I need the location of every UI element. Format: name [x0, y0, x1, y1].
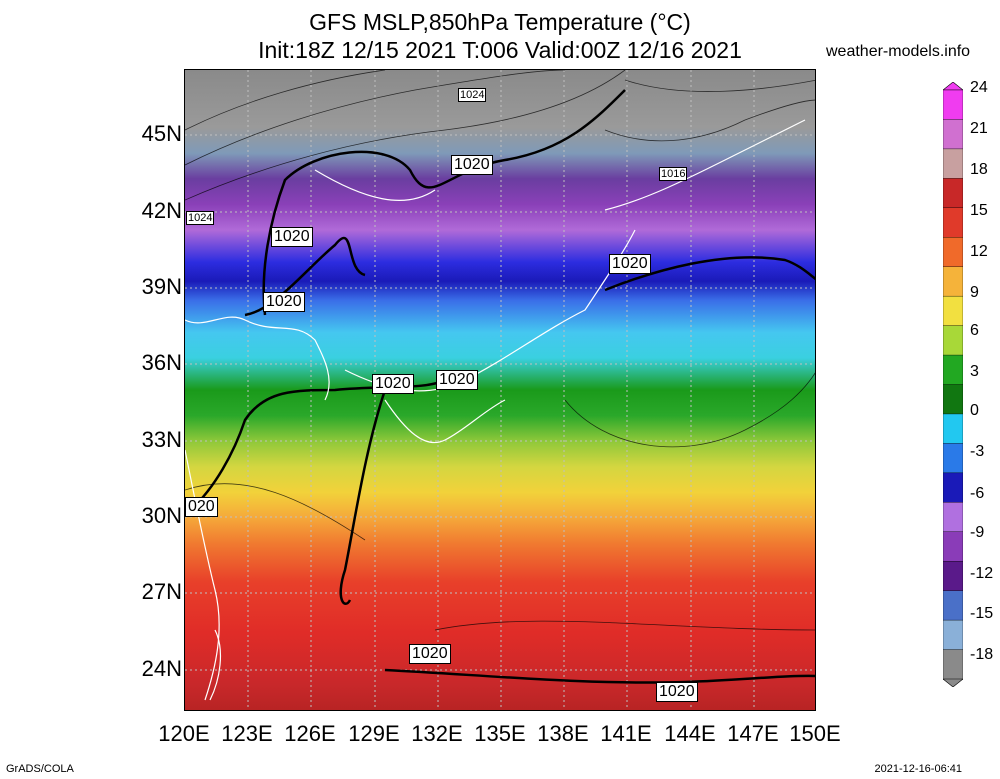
- isobar-label-1020-korea: 1020: [271, 227, 313, 247]
- colorbar-label: -18: [970, 646, 994, 663]
- lon-label: 147E: [727, 721, 779, 746]
- isobar-label-1020-yellowsea: 1020: [263, 292, 305, 312]
- colorbar-segment: [943, 443, 963, 474]
- coastline-hokkaido: [604, 119, 806, 211]
- map-panel: 1024 1020 1016 1024 1020 1020 1020 1020 …: [184, 69, 816, 711]
- colorbar-label: 18: [970, 161, 988, 178]
- lon-label: 126E: [284, 721, 336, 746]
- colorbar-label: 15: [970, 202, 988, 219]
- colorbar-segment: [943, 384, 963, 415]
- coastline-shikoku-kyushu: [384, 399, 506, 444]
- coastline-taiwan: [209, 629, 221, 701]
- isobar-label-1020-china-coast: 020: [185, 497, 218, 517]
- isobar-1020-south-west: [185, 378, 446, 516]
- colorbar-segment: [943, 502, 963, 533]
- colorbar-label: 12: [970, 243, 988, 260]
- colorbar-segment: [943, 266, 963, 297]
- colorbar-label: -3: [970, 443, 985, 460]
- isobar-label-1020-south: 1020: [409, 644, 451, 664]
- colorbar-top-arrow: [943, 82, 963, 91]
- colorbar-segment: [943, 649, 963, 680]
- colorbar-bottom-arrow: [943, 678, 963, 687]
- isobar-thin: [185, 70, 386, 131]
- colorbar-label: -15: [970, 605, 994, 622]
- colorbar-segment: [943, 325, 963, 356]
- colorbar-label: -9: [970, 524, 985, 541]
- colorbar-segment: [943, 472, 963, 504]
- lon-label: 144E: [664, 721, 716, 746]
- isobar-1020-trough: [339, 389, 387, 605]
- colorbar-segment: [943, 413, 963, 445]
- colorbar-label: -12: [970, 565, 994, 582]
- colorbar-segment: [943, 561, 963, 592]
- colorbar-label: 21: [970, 120, 988, 137]
- lat-label: 45N: [141, 121, 182, 146]
- isobar-thin: [604, 99, 815, 142]
- isobar-thin: [624, 79, 815, 92]
- colorbar-label: 9: [970, 284, 979, 301]
- lon-label: 141E: [600, 721, 652, 746]
- lat-label: 27N: [141, 579, 182, 604]
- colorbar-segment: [943, 178, 963, 209]
- isobar-label-1020-kyushu: 1020: [372, 374, 414, 394]
- isobar-label-1020-southeast: 1020: [656, 682, 698, 702]
- colorbar-label: 0: [970, 402, 979, 419]
- isobar-thin: [185, 70, 566, 166]
- coastline-primorye: [314, 169, 436, 201]
- lat-label: 30N: [141, 503, 182, 528]
- isobar-label-1024-west: 1024: [186, 211, 215, 225]
- lat-label: 39N: [141, 274, 182, 299]
- site-label: weather-models.info: [826, 43, 971, 60]
- coastline-korea: [185, 316, 330, 401]
- isobar-1020-north: [262, 89, 626, 316]
- footer-credit: GrADS/COLA: [6, 763, 74, 775]
- colorbar-segment: [943, 619, 963, 651]
- lon-label: 138E: [537, 721, 589, 746]
- lat-label: 33N: [141, 427, 182, 452]
- isobar-label-1024-north: 1024: [458, 88, 487, 102]
- coastline-honshu: [344, 229, 636, 392]
- colorbar-label: 3: [970, 363, 979, 380]
- chart-title-line1: GFS MSLP,850hPa Temperature (°C): [309, 9, 691, 35]
- lon-label: 150E: [789, 721, 841, 746]
- chart-title-line2: Init:18Z 12/15 2021 T:006 Valid:00Z 12/1…: [258, 37, 742, 63]
- colorbar: [943, 82, 963, 687]
- colorbar-segment: [943, 531, 963, 562]
- lon-label: 123E: [221, 721, 273, 746]
- lon-label: 120E: [158, 721, 210, 746]
- isobar-thin: [185, 483, 366, 541]
- lon-label: 132E: [411, 721, 463, 746]
- isobar-label-1020-north: 1020: [451, 155, 493, 175]
- colorbar-label: 24: [970, 79, 988, 96]
- isobar-thin: [185, 70, 626, 201]
- isobar-1020-east: [604, 256, 815, 292]
- colorbar-segment: [943, 207, 963, 238]
- lon-label: 129E: [348, 721, 400, 746]
- colorbar-segment: [943, 148, 963, 180]
- isobar-label-1020-tohoku: 1020: [609, 254, 651, 274]
- coastline-china: [185, 449, 220, 701]
- lat-label: 36N: [141, 350, 182, 375]
- colorbar-segment: [943, 354, 963, 386]
- isobar-label-1016: 1016: [659, 167, 688, 181]
- map-overlay: [185, 70, 815, 710]
- colorbar-label: 6: [970, 322, 979, 339]
- colorbar-segment: [943, 119, 963, 150]
- lat-label: 42N: [141, 198, 182, 223]
- lat-label: 24N: [141, 656, 182, 681]
- colorbar-segment: [943, 237, 963, 268]
- colorbar-segment: [943, 89, 963, 121]
- isobar-label-1020-shikoku: 1020: [436, 370, 478, 390]
- lon-label: 135E: [474, 721, 526, 746]
- colorbar-label: -6: [970, 485, 985, 502]
- isobar-thin: [434, 620, 815, 631]
- colorbar-segment: [943, 590, 963, 621]
- footer-timestamp: 2021-12-16-06:41: [874, 763, 962, 775]
- isobar-1020-south: [384, 668, 815, 684]
- isobar-thin: [564, 372, 815, 448]
- colorbar-segment: [943, 295, 963, 327]
